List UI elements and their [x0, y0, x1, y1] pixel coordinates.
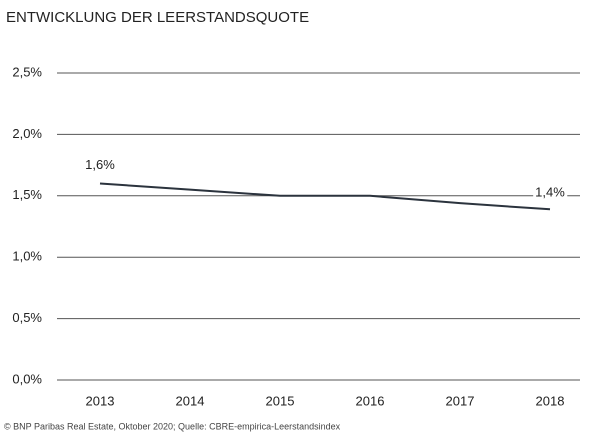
- data-label: 1,6%: [85, 157, 115, 172]
- x-tick-label: 2014: [176, 393, 205, 408]
- y-tick-label: 2,5%: [12, 64, 42, 79]
- y-tick-label: 1,0%: [12, 249, 42, 264]
- y-tick-label: 1,5%: [12, 187, 42, 202]
- x-tick-label: 2015: [266, 393, 295, 408]
- chart-title: ENTWICKLUNG DER LEERSTANDSQUOTE: [6, 9, 309, 26]
- x-tick-label: 2018: [536, 393, 565, 408]
- y-tick-label: 0,0%: [12, 371, 42, 386]
- x-tick-label: 2016: [356, 393, 385, 408]
- y-tick-label: 0,5%: [12, 310, 42, 325]
- x-tick-label: 2017: [446, 393, 475, 408]
- y-tick-label: 2,0%: [12, 126, 42, 141]
- label-bg: [533, 182, 568, 198]
- x-tick-label: 2013: [86, 393, 115, 408]
- data-line: [99, 182, 551, 211]
- data-label: 1,4%: [535, 185, 565, 200]
- source-note: © BNP Paribas Real Estate, Oktober 2020;…: [4, 421, 341, 431]
